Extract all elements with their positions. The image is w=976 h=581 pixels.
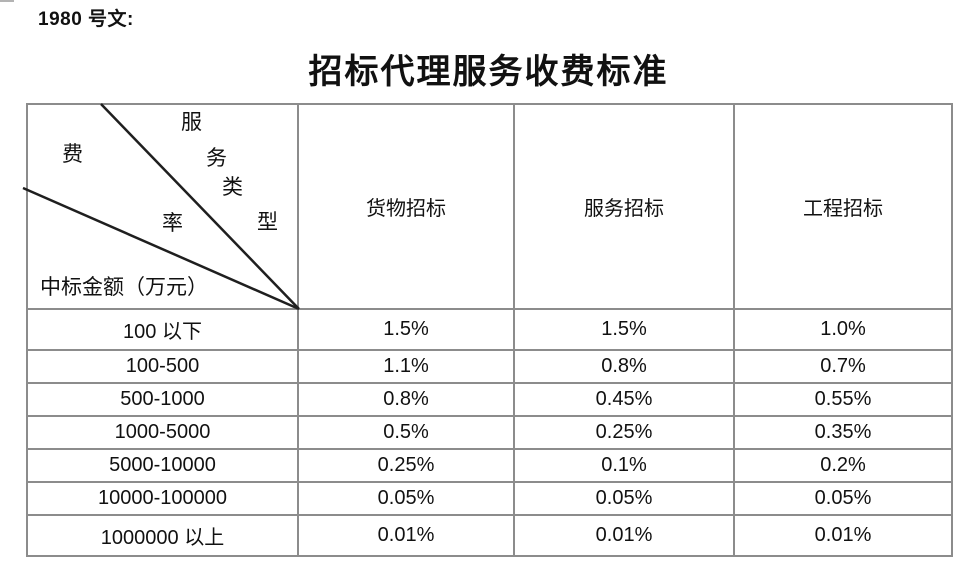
corner-char-service-4: 型 (257, 210, 278, 234)
rate-cell: 0.1% (513, 447, 735, 484)
rate-cell: 1.5% (513, 308, 735, 351)
rate-cell: 1.5% (297, 308, 515, 351)
rate-cell: 0.7% (733, 348, 953, 384)
amount-range-cell: 100 以下 (26, 308, 299, 351)
amount-range-cell: 500-1000 (26, 381, 299, 417)
table-row: 5000-10000 0.25% 0.1% 0.2% (26, 447, 953, 484)
rate-cell: 0.01% (297, 514, 515, 557)
table-row: 500-1000 0.8% 0.45% 0.55% (26, 381, 953, 417)
table-row: 1000000 以上 0.01% 0.01% 0.01% (26, 514, 953, 557)
corner-char-service-1: 服 (181, 110, 202, 134)
rate-cell: 0.01% (733, 514, 953, 557)
rate-cell: 1.0% (733, 308, 953, 351)
rate-cell: 0.35% (733, 414, 953, 450)
column-header-works: 工程招标 (733, 103, 953, 310)
corner-char-fee-1: 费 (62, 142, 83, 166)
row-axis-label: 中标金额（万元） (40, 275, 208, 299)
table-row: 100 以下 1.5% 1.5% 1.0% (26, 308, 953, 351)
amount-range-cell: 10000-100000 (26, 480, 299, 517)
rate-cell: 0.8% (297, 381, 515, 417)
table-row: 100-500 1.1% 0.8% 0.7% (26, 348, 953, 384)
column-header-services: 服务招标 (513, 103, 735, 310)
rate-cell: 0.8% (513, 348, 735, 384)
rate-cell: 0.05% (297, 480, 515, 517)
table-header-row: 服 费 务 类 率 型 中标金额（万元） 货物招标 服务招标 工程招标 (22, 103, 953, 311)
rate-cell: 0.01% (513, 514, 735, 557)
rate-cell: 0.2% (733, 447, 953, 484)
rate-cell: 0.25% (297, 447, 515, 484)
fee-standard-table: 服 费 务 类 率 型 中标金额（万元） 货物招标 服务招标 工程招标 100 … (22, 103, 953, 557)
amount-range-cell: 1000-5000 (26, 414, 299, 450)
amount-range-cell: 100-500 (26, 348, 299, 384)
rate-cell: 1.1% (297, 348, 515, 384)
rate-cell: 0.45% (513, 381, 735, 417)
column-header-goods: 货物招标 (297, 103, 515, 310)
rate-cell: 0.05% (513, 480, 735, 517)
document-reference: 1980 号文: (38, 9, 134, 30)
table-row: 1000-5000 0.5% 0.25% 0.35% (26, 414, 953, 450)
rate-cell: 0.55% (733, 381, 953, 417)
rate-cell: 0.5% (297, 414, 515, 450)
rate-cell: 0.25% (513, 414, 735, 450)
diagonal-header-cell: 服 费 务 类 率 型 中标金额（万元） (22, 103, 300, 311)
rate-cell: 0.05% (733, 480, 953, 517)
corner-char-fee-2: 率 (162, 211, 183, 235)
corner-char-service-2: 务 (206, 146, 227, 170)
page-edge-artifact (0, 0, 14, 2)
amount-range-cell: 1000000 以上 (26, 514, 299, 557)
diagonal-split-lines (22, 103, 300, 311)
corner-char-service-3: 类 (222, 175, 243, 199)
amount-range-cell: 5000-10000 (26, 447, 299, 484)
table-row: 10000-100000 0.05% 0.05% 0.05% (26, 480, 953, 517)
page-title: 招标代理服务收费标准 (308, 54, 669, 91)
